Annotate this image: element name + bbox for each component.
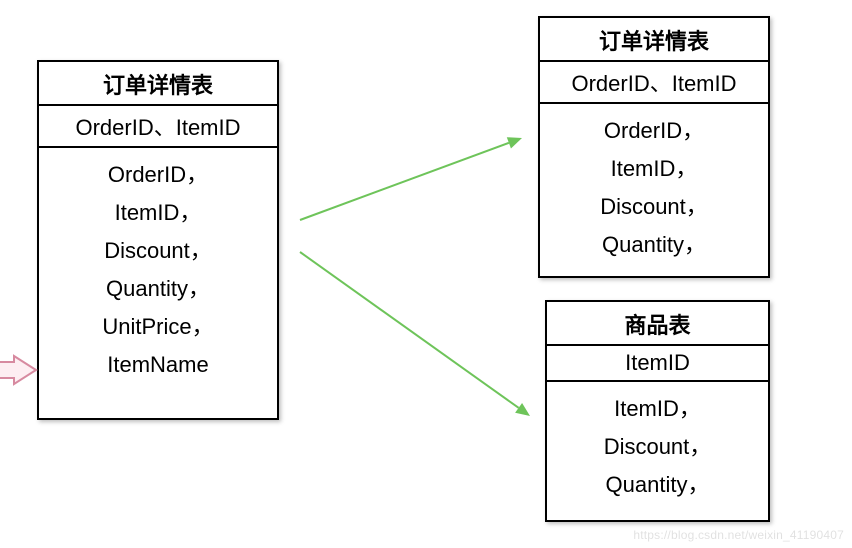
field: ItemID， bbox=[551, 392, 764, 426]
field: Quantity， bbox=[544, 228, 764, 262]
field: ItemName bbox=[43, 348, 273, 382]
field: ItemID， bbox=[43, 196, 273, 230]
entity-title: 订单详情表 bbox=[39, 62, 277, 106]
field: Discount， bbox=[551, 430, 764, 464]
field: OrderID， bbox=[43, 158, 273, 192]
field: ItemID， bbox=[544, 152, 764, 186]
entity-title: 商品表 bbox=[547, 302, 768, 346]
entity-fields: ItemID， Discount， Quantity， bbox=[547, 382, 768, 516]
entity-fields: OrderID， ItemID， Discount， Quantity， bbox=[540, 104, 768, 276]
field: Discount， bbox=[544, 190, 764, 224]
field: OrderID， bbox=[544, 114, 764, 148]
entity-order-detail-left: 订单详情表 OrderID、ItemID OrderID， ItemID， Di… bbox=[37, 60, 279, 420]
entity-product: 商品表 ItemID ItemID， Discount， Quantity， bbox=[545, 300, 770, 522]
watermark: https://blog.csdn.net/weixin_41190407 bbox=[633, 528, 844, 542]
entity-fields: OrderID， ItemID， Discount， Quantity， Uni… bbox=[39, 148, 277, 397]
incoming-arrow-icon bbox=[0, 356, 36, 384]
entity-keys: ItemID bbox=[547, 346, 768, 382]
field: UnitPrice， bbox=[43, 310, 273, 344]
entity-order-detail-right: 订单详情表 OrderID、ItemID OrderID， ItemID， Di… bbox=[538, 16, 770, 278]
field: Quantity， bbox=[551, 468, 764, 502]
entity-title: 订单详情表 bbox=[540, 18, 768, 62]
field: Quantity， bbox=[43, 272, 273, 306]
field: Discount， bbox=[43, 234, 273, 268]
entity-keys: OrderID、ItemID bbox=[39, 106, 277, 148]
entity-keys: OrderID、ItemID bbox=[540, 62, 768, 104]
